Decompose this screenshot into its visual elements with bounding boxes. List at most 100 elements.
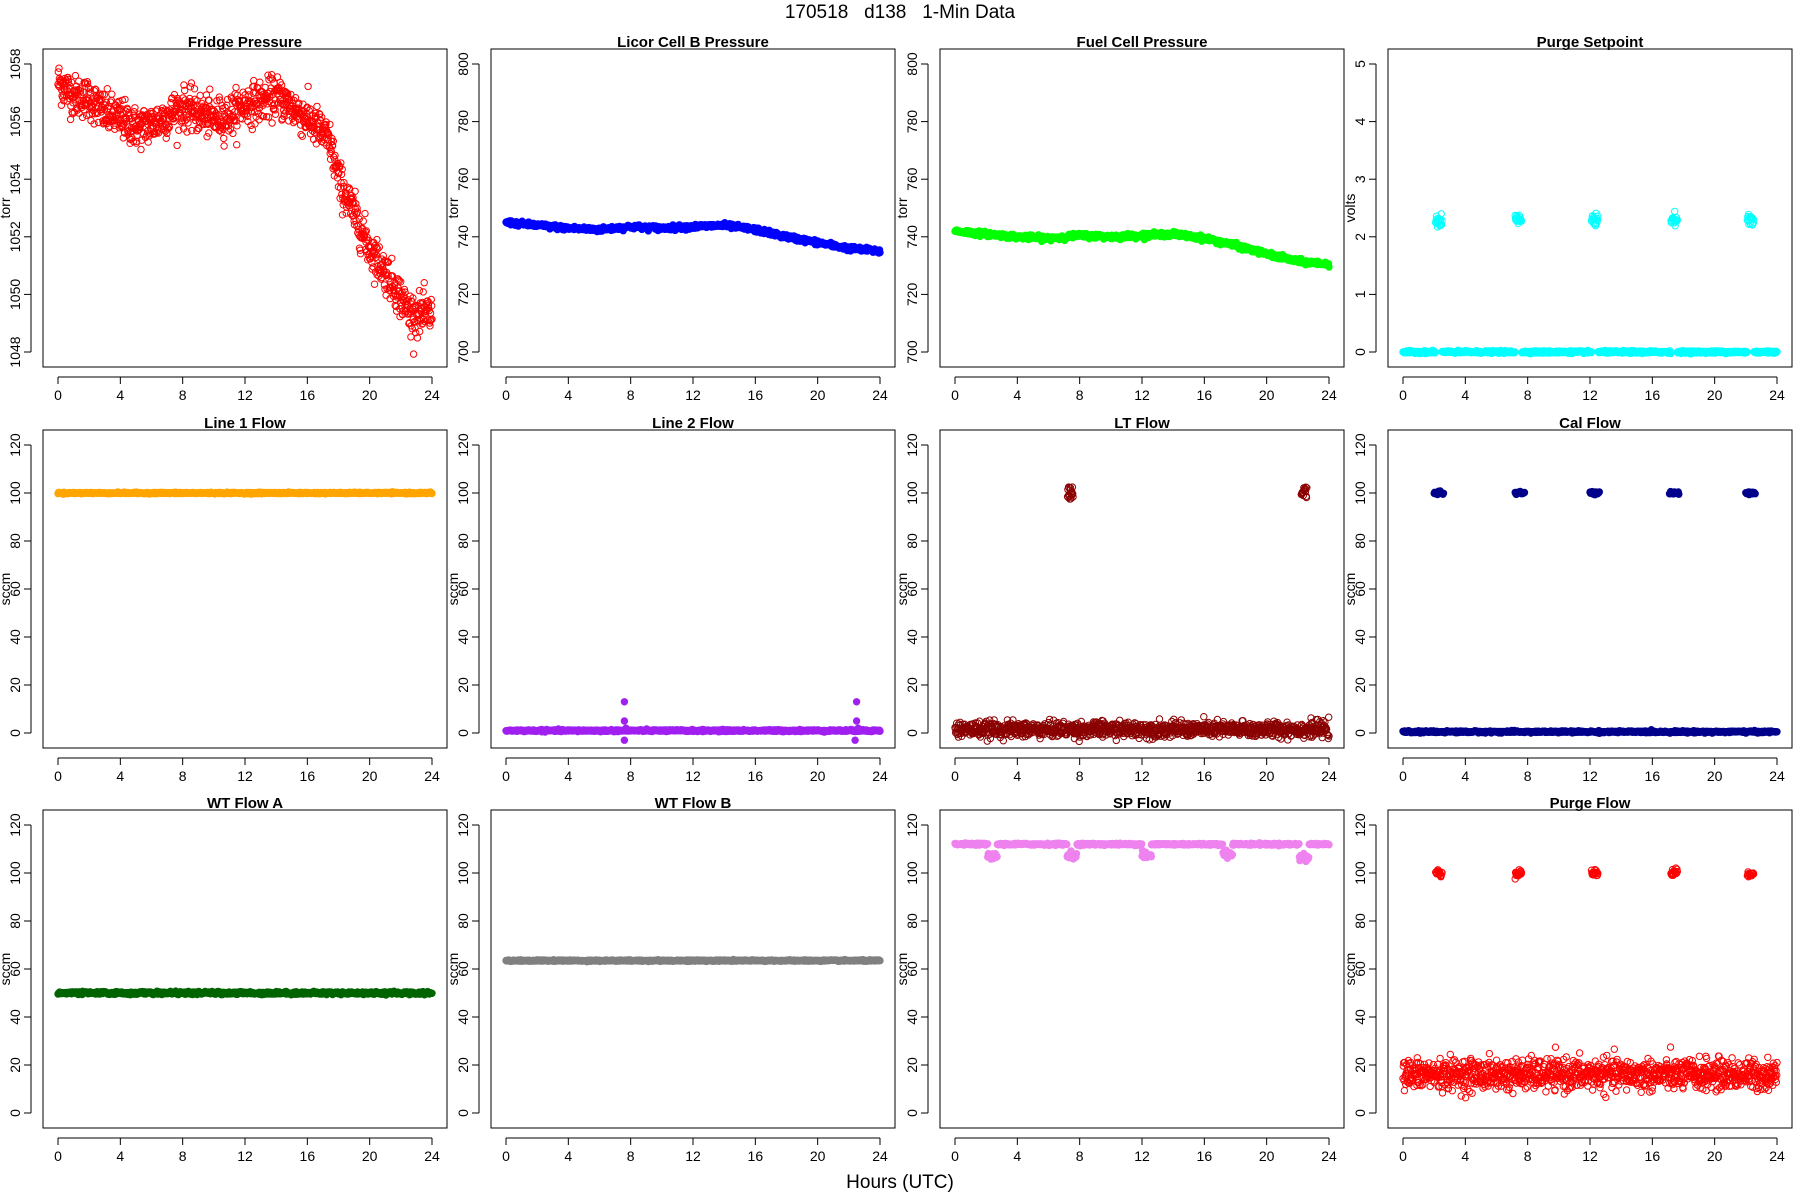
page-title: 170518 d138 1-Min Data bbox=[784, 2, 1016, 23]
data-point bbox=[398, 288, 406, 296]
data-point bbox=[55, 64, 63, 72]
data-point bbox=[57, 101, 66, 109]
data-point bbox=[289, 118, 298, 127]
y-tick-label: 760 bbox=[904, 167, 920, 191]
x-tick-label: 8 bbox=[179, 387, 187, 403]
data-point bbox=[322, 118, 330, 126]
y-tick-label: 800 bbox=[904, 52, 920, 76]
data-point bbox=[212, 109, 220, 117]
data-point bbox=[275, 92, 283, 100]
data-point bbox=[1517, 217, 1526, 225]
data-point bbox=[317, 117, 325, 125]
x-tick-label: 16 bbox=[1645, 387, 1661, 403]
y-tick-label: 780 bbox=[904, 110, 920, 134]
y-tick-label: 4 bbox=[1352, 117, 1368, 125]
x-tick-label: 0 bbox=[54, 768, 62, 784]
y-axis-label: torr bbox=[0, 197, 13, 218]
data-point bbox=[111, 125, 119, 133]
data-point bbox=[413, 334, 422, 342]
x-axis: 0 4 8 12 16 20 24 bbox=[54, 376, 440, 403]
data-point bbox=[412, 329, 420, 337]
data-point bbox=[251, 120, 259, 128]
x-tick-label: 24 bbox=[1769, 387, 1785, 403]
x-axis: 0 4 8 12 16 20 24 bbox=[1399, 376, 1785, 403]
x-tick-label: 16 bbox=[1197, 387, 1213, 403]
x-tick-label: 4 bbox=[564, 387, 572, 403]
data-point bbox=[361, 209, 369, 218]
data-point bbox=[96, 90, 104, 98]
data-point bbox=[353, 204, 361, 212]
data-point bbox=[373, 245, 382, 253]
data-point bbox=[186, 94, 194, 103]
data-point bbox=[232, 83, 240, 92]
data-point bbox=[1437, 221, 1446, 229]
plot-frame bbox=[1387, 48, 1793, 368]
data-point bbox=[284, 90, 292, 98]
x-tick-label: 16 bbox=[300, 387, 316, 403]
data-point bbox=[291, 117, 299, 125]
data-point bbox=[409, 350, 418, 358]
data-point bbox=[337, 170, 346, 179]
data-point bbox=[79, 88, 87, 96]
data-point bbox=[271, 110, 280, 118]
y-tick-label: 60 bbox=[7, 581, 23, 597]
x-tick-label: 20 bbox=[362, 768, 378, 784]
plot-frame bbox=[42, 48, 448, 368]
x-axis-label: Hours (UTC) bbox=[846, 1172, 954, 1193]
data-point bbox=[205, 129, 213, 137]
data-point bbox=[1671, 207, 1679, 216]
data-point bbox=[220, 134, 228, 143]
x-tick-label: 24 bbox=[424, 387, 440, 403]
data-point bbox=[291, 94, 300, 102]
data-point bbox=[215, 93, 224, 101]
data-point bbox=[225, 127, 233, 135]
data-point bbox=[180, 86, 189, 95]
data-point bbox=[370, 249, 378, 258]
data-point bbox=[388, 254, 396, 262]
y-tick-label: 720 bbox=[904, 283, 920, 307]
data-point bbox=[277, 81, 286, 89]
data-point bbox=[336, 163, 344, 171]
y-tick-label: 760 bbox=[455, 167, 471, 191]
x-axis: 0 4 8 12 16 20 24 bbox=[951, 376, 1337, 403]
y-tick-label: 20 bbox=[7, 677, 23, 693]
y-tick-label: 1 bbox=[1352, 290, 1368, 298]
data-point bbox=[1749, 215, 1758, 223]
data-point bbox=[116, 105, 125, 114]
data-point bbox=[184, 119, 192, 127]
x-tick-label: 20 bbox=[362, 387, 378, 403]
data-point bbox=[233, 141, 241, 149]
plot-frame bbox=[490, 48, 896, 368]
x-tick-label: 4 bbox=[116, 387, 124, 403]
data-point bbox=[351, 187, 359, 196]
data-point bbox=[100, 91, 109, 99]
data-point bbox=[212, 112, 221, 121]
x-tick-label: 24 bbox=[424, 768, 440, 784]
data-point bbox=[100, 100, 108, 108]
x-tick-label: 16 bbox=[748, 387, 764, 403]
data-point bbox=[287, 96, 296, 104]
data-point bbox=[295, 99, 303, 108]
data-point bbox=[216, 126, 224, 135]
x-tick-label: 20 bbox=[1707, 387, 1723, 403]
data-point bbox=[379, 252, 387, 260]
data-point bbox=[401, 288, 409, 296]
data-point bbox=[170, 117, 178, 126]
data-point bbox=[64, 78, 73, 86]
y-tick-label: 2 bbox=[1352, 233, 1368, 241]
y-tick-label: 700 bbox=[904, 340, 920, 364]
data-point bbox=[160, 122, 168, 131]
data-point bbox=[268, 119, 276, 127]
x-tick-label: 8 bbox=[1524, 387, 1532, 403]
chart-title: Line 1 Flow bbox=[204, 415, 286, 432]
data-point bbox=[229, 129, 237, 138]
data-point bbox=[415, 286, 424, 295]
data-point bbox=[188, 126, 196, 135]
data-point bbox=[428, 489, 436, 498]
